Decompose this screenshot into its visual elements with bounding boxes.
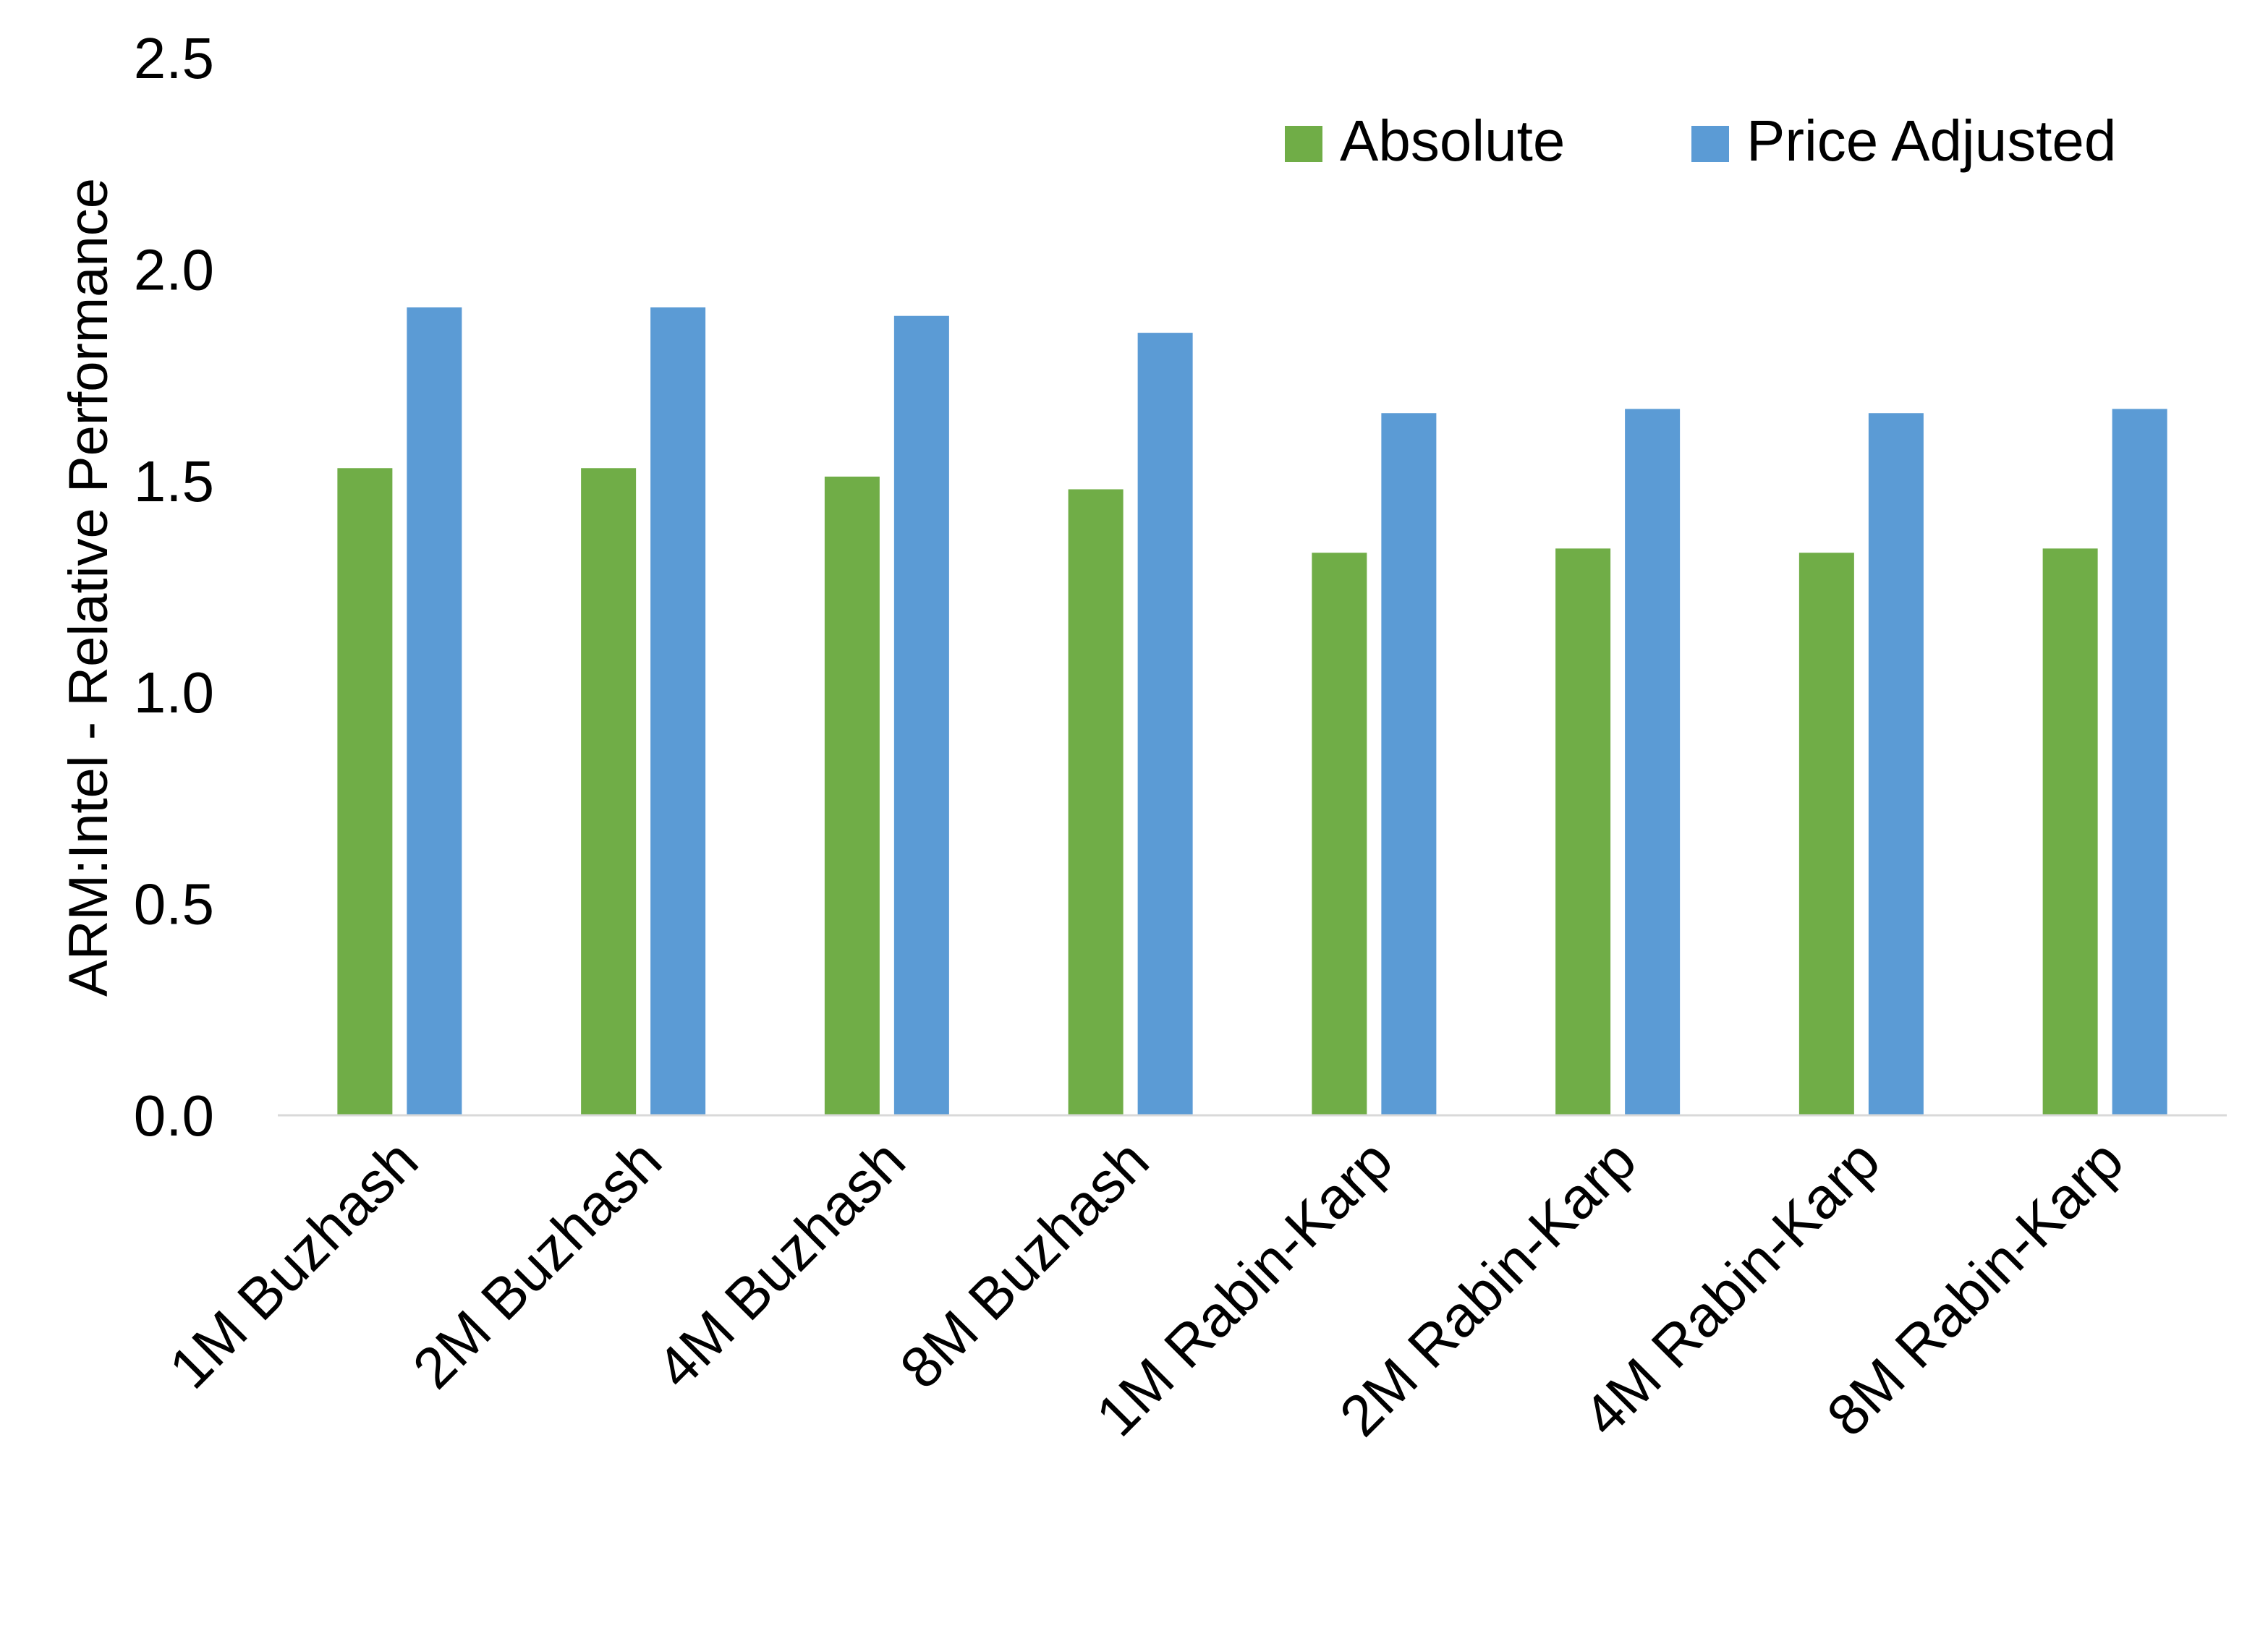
bar-price-adjusted-6 xyxy=(1625,409,1681,1115)
legend-label: Absolute xyxy=(1340,108,1565,173)
bar-absolute-2 xyxy=(581,468,637,1115)
bar-absolute-7 xyxy=(1798,553,1854,1115)
y-tick-label: 1.0 xyxy=(134,660,214,725)
bar-absolute-1 xyxy=(337,468,393,1115)
legend: Absolute Price Adjusted xyxy=(1285,108,2116,173)
bar-price-adjusted-5 xyxy=(1381,413,1437,1115)
legend-label: Price Adjusted xyxy=(1746,108,2116,173)
bar-price-adjusted-7 xyxy=(1868,413,1924,1115)
y-axis-title: ARM:Intel - Relative Performance xyxy=(58,178,119,997)
legend-swatch-absolute xyxy=(1285,126,1322,162)
y-tick-label: 1.5 xyxy=(134,449,214,514)
bar-absolute-4 xyxy=(1068,489,1124,1115)
bars-layer xyxy=(337,307,2167,1116)
y-tick-label: 2.0 xyxy=(134,237,214,302)
x-tick-label: 4M Buzhash xyxy=(645,1128,917,1400)
x-tick-label: 2M Buzhash xyxy=(401,1128,674,1400)
bar-price-adjusted-1 xyxy=(407,307,462,1116)
bar-absolute-3 xyxy=(824,476,880,1115)
bar-absolute-6 xyxy=(1555,548,1611,1115)
bar-absolute-5 xyxy=(1312,553,1367,1115)
bar-price-adjusted-4 xyxy=(1137,333,1193,1115)
x-tick-label: 8M Buzhash xyxy=(888,1128,1160,1400)
legend-swatch-price-adjusted xyxy=(1691,126,1729,162)
bar-price-adjusted-8 xyxy=(2112,409,2167,1115)
y-tick-label: 2.5 xyxy=(134,26,214,90)
y-tick-label: 0.0 xyxy=(134,1083,214,1148)
bar-price-adjusted-3 xyxy=(893,315,949,1115)
bar-price-adjusted-2 xyxy=(650,307,706,1116)
bar-absolute-8 xyxy=(2042,548,2098,1115)
y-tick-labels: 0.0 0.5 1.0 1.5 2.0 2.5 xyxy=(134,26,214,1148)
y-tick-label: 0.5 xyxy=(134,872,214,937)
x-tick-label: 1M Buzhash xyxy=(157,1128,430,1400)
